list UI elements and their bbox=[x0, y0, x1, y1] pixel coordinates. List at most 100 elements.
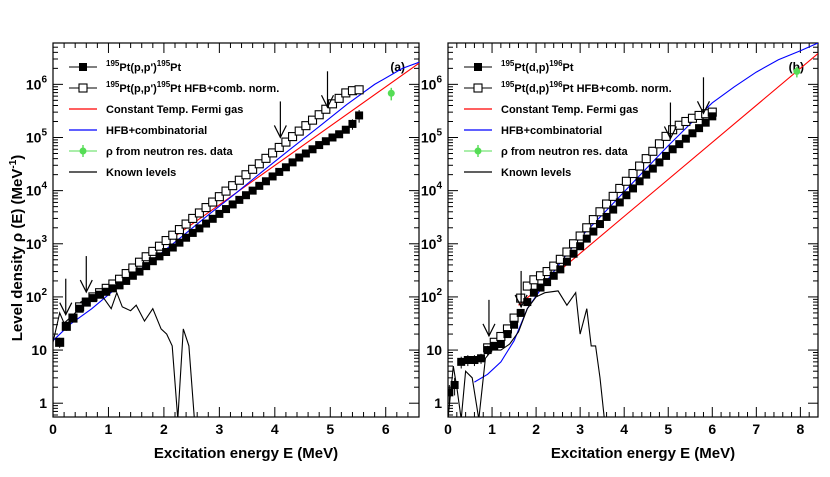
filled-square-point bbox=[155, 252, 164, 261]
filled-square-point bbox=[82, 298, 91, 307]
y-tick-exponent: 6 bbox=[436, 74, 442, 85]
filled-square-point bbox=[248, 186, 257, 195]
plot-frame bbox=[52, 42, 420, 418]
filled-square-point bbox=[202, 219, 211, 228]
open-square-point bbox=[628, 168, 638, 179]
filled-square-point bbox=[463, 356, 472, 365]
arrow-head bbox=[320, 95, 335, 109]
open-square-point bbox=[602, 199, 612, 209]
neutron-res-point bbox=[793, 67, 801, 75]
filled-square-point bbox=[655, 158, 664, 167]
filled-square-point bbox=[108, 284, 117, 293]
legend-sup: 195 bbox=[157, 80, 171, 89]
open-square-point bbox=[621, 176, 631, 186]
legend-sup: 195 bbox=[501, 80, 515, 89]
y-tick-base: 10 bbox=[421, 236, 437, 252]
filled-square-point bbox=[595, 220, 604, 229]
y-tick-base: 10 bbox=[26, 129, 42, 145]
open-square-point bbox=[248, 164, 258, 174]
y-tick-base: 10 bbox=[421, 183, 437, 199]
filled-square-point bbox=[62, 322, 71, 331]
filled-square-point bbox=[341, 125, 350, 134]
y-tick-label: 1 bbox=[39, 395, 47, 411]
neutron-res-point bbox=[387, 89, 395, 97]
x-tick-label: 6 bbox=[708, 421, 716, 437]
filled-square-point bbox=[188, 228, 197, 237]
y-tick-exponent: 3 bbox=[41, 234, 47, 245]
open-square-point bbox=[254, 159, 264, 169]
open-square-point bbox=[641, 154, 651, 164]
filled-square-point bbox=[503, 330, 512, 339]
y-tick-exponent: 5 bbox=[41, 127, 47, 138]
open-square-point bbox=[588, 215, 598, 225]
filled-square-point bbox=[629, 184, 637, 193]
filled-square-point bbox=[490, 341, 499, 350]
filled-square-point bbox=[589, 227, 598, 236]
legend-sup: 195 bbox=[106, 80, 120, 89]
legend-end: Pt HFB+comb. norm. bbox=[563, 83, 672, 95]
filled-square-point bbox=[609, 205, 618, 214]
open-square-point bbox=[288, 132, 298, 142]
open-square-point bbox=[148, 246, 158, 256]
y-tick-label: 102 bbox=[421, 287, 443, 305]
open-square-point bbox=[201, 203, 211, 213]
filled-square-point bbox=[635, 177, 644, 186]
filled-square-point bbox=[95, 290, 104, 299]
open-square-point bbox=[615, 183, 625, 193]
legend-ctf-item: Constant Temp. Fermi gas bbox=[69, 104, 243, 116]
filled-square-point bbox=[457, 357, 466, 366]
filled-square-point bbox=[662, 151, 671, 160]
filled-square-point bbox=[642, 170, 651, 179]
filled-square-point bbox=[615, 198, 624, 207]
y-tick-label: 105 bbox=[421, 127, 443, 145]
filled-square-point bbox=[622, 191, 631, 200]
filled-square-point bbox=[576, 242, 585, 251]
legend-sup: 195 bbox=[157, 59, 171, 68]
legend-end: Pt bbox=[563, 62, 574, 74]
filled-square-point bbox=[701, 118, 710, 127]
filled-square-point bbox=[295, 153, 304, 162]
y-tick-label: 1 bbox=[434, 395, 442, 411]
y-tick-base: 1 bbox=[434, 395, 442, 411]
open-square-point bbox=[635, 161, 645, 171]
filled-square-point bbox=[549, 271, 558, 280]
filled-square-point bbox=[523, 298, 532, 307]
filled-square-point bbox=[168, 243, 177, 252]
open-square-point bbox=[174, 225, 184, 235]
filled-square-point bbox=[602, 212, 611, 221]
legend-rho-item: ρ from neutron res. data bbox=[464, 145, 628, 158]
legend-known-item: Known levels bbox=[69, 167, 176, 179]
filled-square-point bbox=[102, 287, 111, 296]
plot-area bbox=[448, 43, 818, 417]
filled-square-point bbox=[695, 124, 704, 133]
open-square-point bbox=[301, 121, 311, 131]
filled-square-point bbox=[681, 134, 690, 143]
legend-rho-item: ρ from neutron res. data bbox=[69, 145, 233, 158]
legend-ctf-item: Constant Temp. Fermi gas bbox=[464, 104, 638, 116]
legend-mid: Pt(d,p) bbox=[514, 83, 549, 95]
legend-known-item: Known levels bbox=[464, 167, 571, 179]
open-square-point bbox=[168, 230, 178, 240]
filled-square-point bbox=[582, 234, 591, 243]
open-square-point bbox=[542, 267, 552, 277]
legend-label: ρ from neutron res. data bbox=[106, 146, 233, 158]
y-tick-base: 10 bbox=[421, 129, 437, 145]
filled-square-point bbox=[562, 257, 571, 266]
x-tick-label: 0 bbox=[49, 421, 57, 437]
y-tick-label: 103 bbox=[421, 234, 443, 252]
filled-square-point bbox=[162, 248, 171, 257]
y-tick-label: 10 bbox=[31, 342, 47, 358]
x-tick-label: 5 bbox=[326, 421, 334, 437]
y-tick-label: 10 bbox=[426, 342, 442, 358]
filled-square-point bbox=[516, 308, 525, 317]
y-tick-exponent: 3 bbox=[436, 234, 442, 245]
filled-square-point bbox=[648, 164, 657, 173]
x-tick-label: 3 bbox=[576, 421, 584, 437]
arrow-head bbox=[514, 294, 528, 309]
filled-square-point bbox=[348, 119, 357, 128]
arrow-head bbox=[273, 125, 287, 139]
x-axis-title: Excitation energy E (MeV) bbox=[154, 445, 338, 462]
filled-square-point bbox=[301, 149, 310, 158]
y-axis-title: Level density ρ (E) (MeV-1) bbox=[8, 155, 26, 342]
